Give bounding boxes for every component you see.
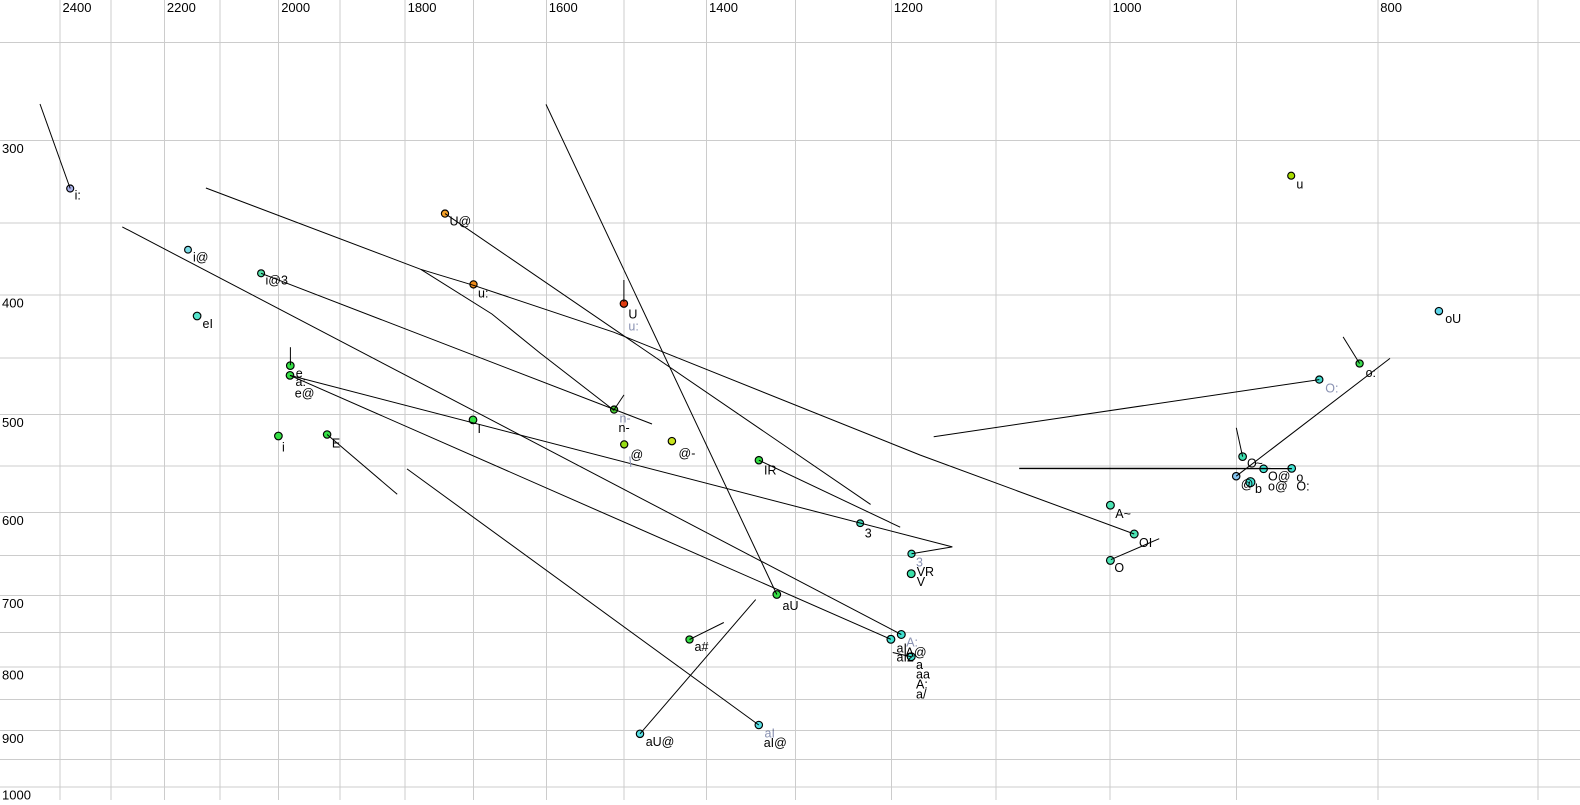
svg-text:800: 800: [1380, 0, 1402, 15]
svg-text:o:: o:: [1366, 366, 1376, 380]
svg-text:o@: o@: [1268, 480, 1288, 494]
svg-text:i: i: [282, 441, 285, 455]
svg-text:u:: u:: [628, 320, 638, 334]
svg-text:OI: OI: [1139, 536, 1152, 550]
svg-text:500: 500: [2, 415, 24, 430]
svg-text:a/: a/: [916, 688, 927, 702]
svg-text:3: 3: [865, 527, 872, 541]
svg-text:I: I: [478, 422, 481, 436]
svg-text:i@: i@: [193, 251, 208, 265]
svg-text:V: V: [917, 575, 926, 589]
svg-text:1800: 1800: [408, 0, 437, 15]
svg-text:aU: aU: [783, 599, 799, 613]
svg-text:u:: u:: [478, 287, 488, 301]
svg-text:O: O: [1114, 561, 1124, 575]
svg-text:1200: 1200: [894, 0, 923, 15]
svg-text:1400: 1400: [709, 0, 738, 15]
svg-text:u: u: [1296, 178, 1303, 192]
svg-text:i@3: i@3: [266, 274, 288, 288]
svg-text:O:: O:: [1325, 382, 1338, 396]
svg-text:A~: A~: [1115, 507, 1131, 521]
svg-text:eI: eI: [203, 317, 213, 331]
svg-text:2200: 2200: [167, 0, 196, 15]
svg-text:aI@: aI@: [764, 736, 787, 750]
svg-text:700: 700: [2, 596, 24, 611]
svg-text:2000: 2000: [281, 0, 310, 15]
svg-text:~: ~: [1256, 457, 1263, 471]
svg-text:@: @: [1241, 478, 1254, 492]
svg-text:e@: e@: [295, 387, 315, 401]
svg-text:U@: U@: [450, 215, 472, 229]
svg-text:i:: i:: [75, 189, 81, 203]
svg-text:aU@: aU@: [646, 735, 675, 749]
svg-text:1000: 1000: [2, 788, 31, 801]
svg-text:@: @: [631, 448, 644, 462]
svg-text:600: 600: [2, 513, 24, 528]
svg-text:b: b: [1255, 482, 1262, 496]
svg-text:O:: O:: [1296, 480, 1309, 494]
svg-text:IR: IR: [764, 464, 777, 478]
svg-text:n-: n-: [619, 421, 630, 435]
svg-text:800: 800: [2, 668, 24, 683]
svg-text:@-: @-: [679, 447, 696, 461]
svg-text:1600: 1600: [549, 0, 578, 15]
svg-text:2400: 2400: [63, 0, 92, 15]
svg-text:oU: oU: [1445, 312, 1461, 326]
svg-text:E: E: [332, 437, 340, 451]
svg-text:300: 300: [2, 141, 24, 156]
svg-text:a#: a#: [695, 640, 709, 654]
svg-text:aI2: aI2: [897, 651, 914, 665]
svg-text:1000: 1000: [1113, 0, 1142, 15]
svg-text:900: 900: [2, 731, 24, 746]
svg-text:400: 400: [2, 295, 24, 310]
